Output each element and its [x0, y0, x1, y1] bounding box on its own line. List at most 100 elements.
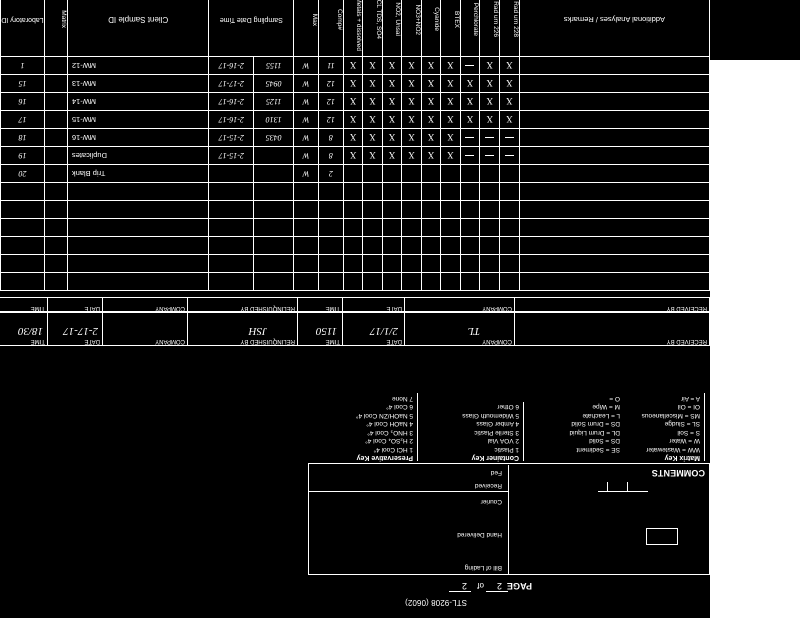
cell-time[interactable]: [253, 182, 294, 201]
cell-date[interactable]: [208, 182, 254, 201]
cell-additional[interactable]: [519, 200, 710, 219]
cell-analyte[interactable]: [343, 218, 363, 237]
cell-analyte[interactable]: [401, 200, 422, 219]
cell-max[interactable]: [293, 272, 319, 291]
received-date-cell[interactable]: DATE 2/1/17: [342, 312, 404, 345]
cell-analyte-mark[interactable]: [460, 128, 480, 147]
table-row[interactable]: X X X X X X X X X 12 W 0945 2-17-17 MW-13 15: [0, 74, 710, 93]
cell-labid[interactable]: 16: [0, 92, 45, 111]
cell-labid[interactable]: 15: [0, 74, 45, 93]
cell-comp[interactable]: 11: [318, 56, 344, 75]
cell-comp[interactable]: [318, 182, 344, 201]
cell-comp[interactable]: 12: [318, 92, 344, 111]
shipping-method-block[interactable]: Bill of Lading Hand Delivered Courier Re…: [309, 465, 678, 575]
cell-labid[interactable]: 19: [0, 146, 45, 165]
cell-comp[interactable]: 8: [318, 146, 344, 165]
cell-comp[interactable]: [318, 254, 344, 273]
cell-analyte[interactable]: [343, 254, 363, 273]
cell-analyte[interactable]: [362, 236, 383, 255]
table-row[interactable]: X X X X X X X X X 12 W 1310 2-16-17 MW-15 17: [0, 110, 710, 129]
cell-analyte[interactable]: [440, 236, 461, 255]
cell-additional[interactable]: [519, 272, 710, 291]
cell-labid[interactable]: [0, 182, 45, 201]
received-by-cell[interactable]: RECEIVED BY: [514, 312, 709, 345]
cell-analyte-mark[interactable]: [460, 56, 480, 75]
cell-analyte-mark[interactable]: X: [382, 56, 402, 75]
cell-analyte-mark[interactable]: [479, 164, 500, 183]
cell-analyte[interactable]: [479, 254, 500, 273]
cell-labid[interactable]: [0, 254, 45, 273]
cell-client-sample-id[interactable]: MW-12: [67, 56, 209, 75]
cell-matrix[interactable]: [44, 146, 68, 165]
cell-analyte[interactable]: [421, 236, 441, 255]
cell-analyte-mark[interactable]: X: [401, 146, 422, 165]
cell-analyte[interactable]: [382, 182, 402, 201]
cell-time[interactable]: 0435: [253, 128, 294, 147]
cell-analyte-mark[interactable]: [460, 164, 480, 183]
cell-date[interactable]: 2-17-17: [208, 74, 254, 93]
cell-analyte[interactable]: [382, 200, 402, 219]
cell-analyte-mark[interactable]: X: [499, 110, 520, 129]
sample-table[interactable]: 2 W Trip Blank 20 X X X X X X 8 W 2-15-17 Duplicates 1…: [0, 0, 710, 291]
cell-analyte-mark[interactable]: X: [362, 56, 383, 75]
table-row[interactable]: [0, 236, 710, 255]
cell-analyte-mark[interactable]: X: [421, 74, 441, 93]
cell-labid[interactable]: [0, 200, 45, 219]
cell-analyte[interactable]: [499, 218, 520, 237]
cell-analyte-mark[interactable]: X: [401, 92, 422, 111]
cell-analyte-mark[interactable]: X: [421, 128, 441, 147]
cell-labid[interactable]: 20: [0, 164, 45, 183]
cell-analyte-mark[interactable]: X: [460, 74, 480, 93]
cell-analyte-mark[interactable]: X: [440, 146, 461, 165]
cell-analyte[interactable]: [343, 236, 363, 255]
received-by-cell-2[interactable]: RECEIVED BY: [514, 298, 709, 312]
cell-additional[interactable]: [519, 218, 710, 237]
cell-comp[interactable]: [318, 236, 344, 255]
received-date-cell-2[interactable]: DATE: [342, 298, 404, 312]
received-company-cell[interactable]: COMPANY TL: [404, 312, 514, 345]
table-row[interactable]: [0, 254, 710, 273]
cell-analyte-mark[interactable]: X: [499, 92, 520, 111]
cell-additional[interactable]: [519, 236, 710, 255]
cell-analyte[interactable]: [479, 272, 500, 291]
received-time-cell[interactable]: TIME 1150: [297, 312, 342, 345]
cell-additional[interactable]: [519, 146, 710, 165]
cell-additional[interactable]: [519, 74, 710, 93]
cell-analyte-mark[interactable]: X: [421, 146, 441, 165]
cell-additional[interactable]: [519, 128, 710, 147]
cell-analyte[interactable]: [343, 272, 363, 291]
cell-time[interactable]: 1310: [253, 110, 294, 129]
cell-comp[interactable]: 12: [318, 74, 344, 93]
cell-time[interactable]: [253, 200, 294, 219]
cell-analyte[interactable]: [440, 182, 461, 201]
cell-analyte-mark[interactable]: X: [401, 110, 422, 129]
cell-analyte-mark[interactable]: X: [343, 56, 363, 75]
cell-csid[interactable]: [67, 200, 209, 219]
custody-strip-lower[interactable]: RECEIVED BY COMPANY DATE TIME RELINQUISH…: [0, 297, 710, 313]
cell-csid[interactable]: [67, 254, 209, 273]
cell-client-sample-id[interactable]: MW-16: [67, 128, 209, 147]
cell-analyte[interactable]: [401, 272, 422, 291]
cell-analyte-mark[interactable]: X: [382, 92, 402, 111]
cell-analyte-mark[interactable]: X: [421, 110, 441, 129]
cell-analyte-mark[interactable]: X: [479, 56, 500, 75]
cell-analyte-mark[interactable]: [421, 164, 441, 183]
cell-labid[interactable]: [0, 218, 45, 237]
shipping-checkbox[interactable]: [646, 528, 678, 545]
cell-analyte[interactable]: [440, 200, 461, 219]
relinquished-company-cell[interactable]: COMPANY: [102, 312, 187, 345]
cell-analyte-mark[interactable]: X: [460, 92, 480, 111]
cell-analyte[interactable]: [440, 218, 461, 237]
cell-analyte-mark[interactable]: [479, 146, 500, 165]
cell-analyte[interactable]: [401, 218, 422, 237]
cell-comp[interactable]: 12: [318, 110, 344, 129]
table-row[interactable]: [0, 218, 710, 237]
cell-date[interactable]: 2-15-17: [208, 128, 254, 147]
table-row[interactable]: X X X X X X X X 11 W 1155 2-16-17 MW-12 1: [0, 56, 710, 75]
cell-matrix[interactable]: [44, 164, 68, 183]
cell-matrix[interactable]: [44, 272, 68, 291]
cell-labid[interactable]: 17: [0, 110, 45, 129]
cell-comp[interactable]: [318, 200, 344, 219]
cell-analyte-mark[interactable]: X: [362, 110, 383, 129]
cell-analyte-mark[interactable]: X: [362, 74, 383, 93]
